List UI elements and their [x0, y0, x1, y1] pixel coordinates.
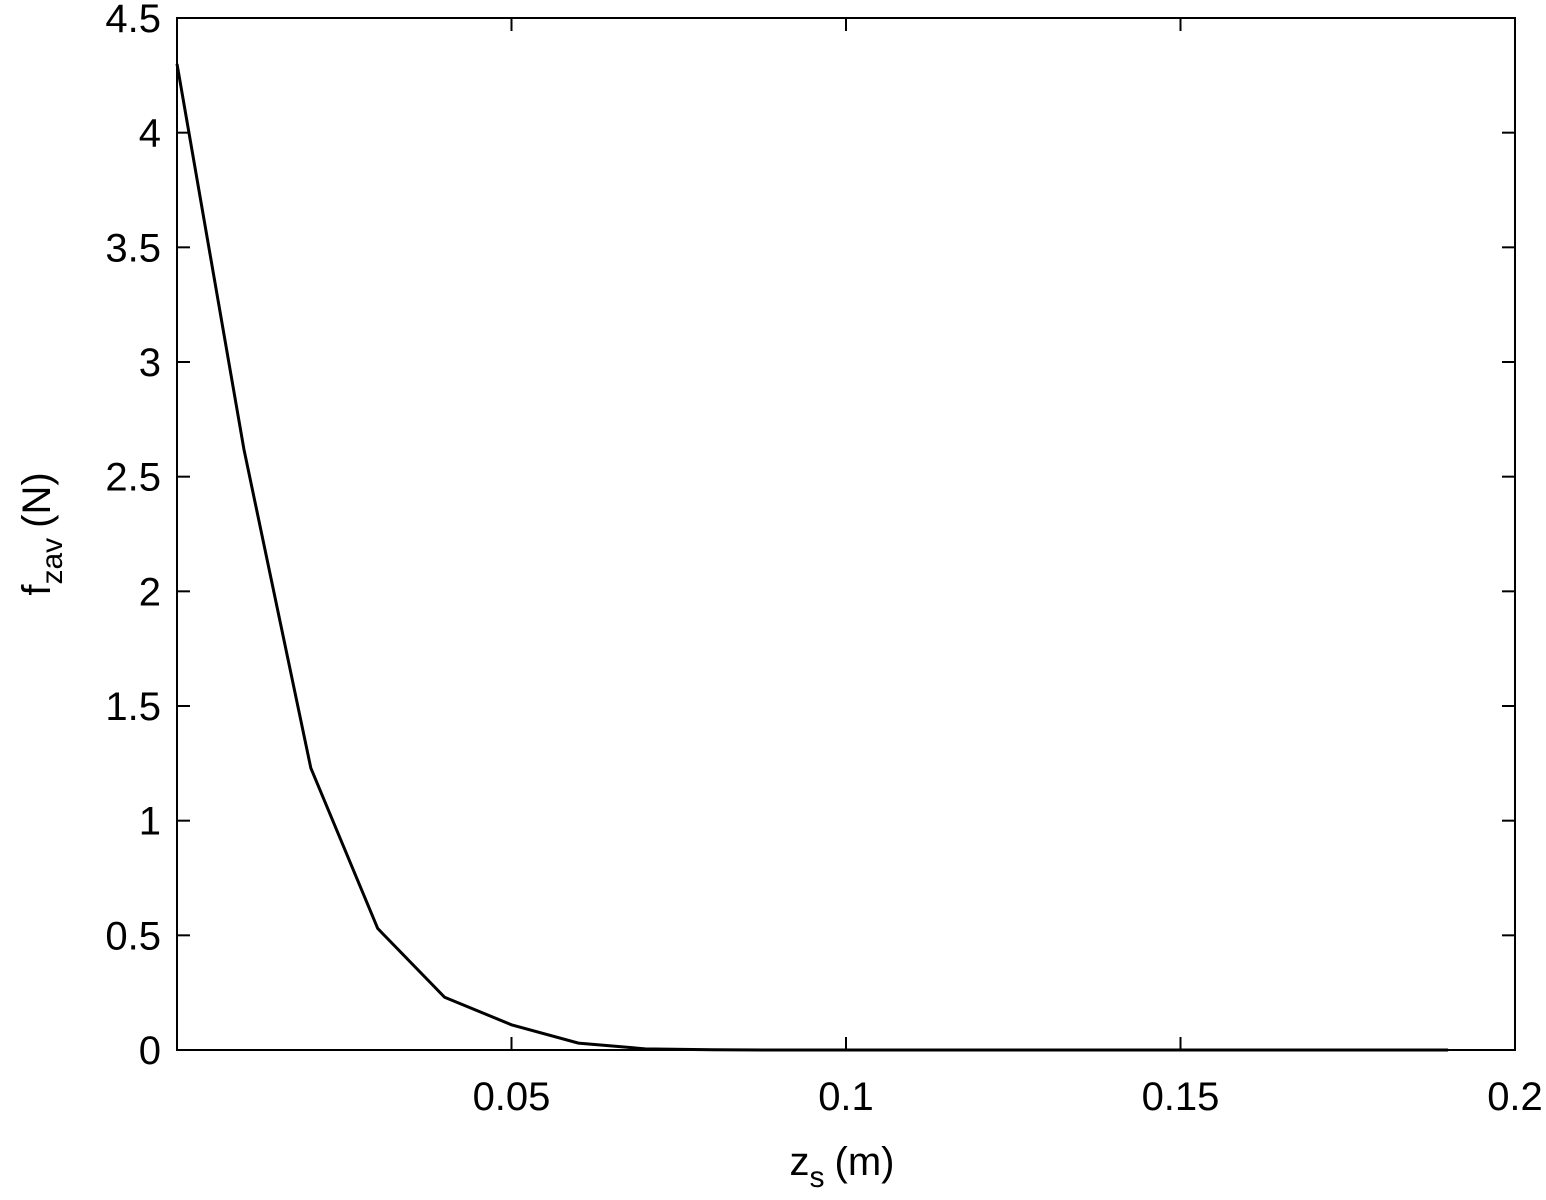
data-line — [175, 63, 1449, 1052]
y-tick-label: 3 — [139, 341, 161, 385]
y-tick-label: 2 — [139, 570, 161, 614]
y-tick-label: 3.5 — [105, 226, 161, 270]
x-tick-label: 0.15 — [1142, 1075, 1220, 1119]
y-tick-label: 4.5 — [105, 0, 161, 41]
x-tick-label: 0.2 — [1487, 1075, 1543, 1119]
x-axis-label: zs (m) — [790, 1140, 895, 1194]
y-tick-label: 0 — [139, 1029, 161, 1073]
x-tick-label: 0.1 — [818, 1075, 874, 1119]
y-tick-label: 4 — [139, 112, 161, 156]
x-tick-label: 0.05 — [473, 1075, 551, 1119]
plot-frame — [176, 17, 1516, 1051]
y-axis-label: fzav(N) — [15, 472, 69, 595]
y-tick-label: 0.5 — [105, 914, 161, 958]
y-tick-label: 2.5 — [105, 456, 161, 500]
y-tick-label: 1.5 — [105, 685, 161, 729]
y-tick-label: 1 — [139, 800, 161, 844]
